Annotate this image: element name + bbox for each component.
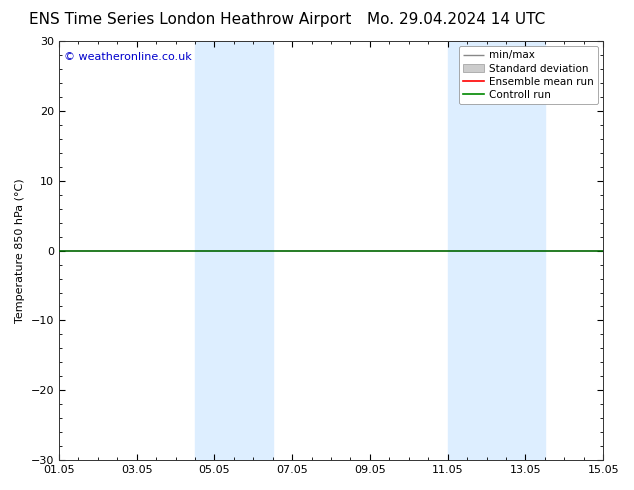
Bar [234,41,273,460]
Text: © weatheronline.co.uk: © weatheronline.co.uk [65,51,192,62]
Legend: min/max, Standard deviation, Ensemble mean run, Controll run: min/max, Standard deviation, Ensemble me… [459,46,598,104]
Text: Mo. 29.04.2024 14 UTC: Mo. 29.04.2024 14 UTC [367,12,546,27]
Y-axis label: Temperature 850 hPa (°C): Temperature 850 hPa (°C) [15,178,25,323]
Bar [448,41,486,460]
Bar [486,41,545,460]
Text: ENS Time Series London Heathrow Airport: ENS Time Series London Heathrow Airport [29,12,351,27]
Bar [195,41,234,460]
